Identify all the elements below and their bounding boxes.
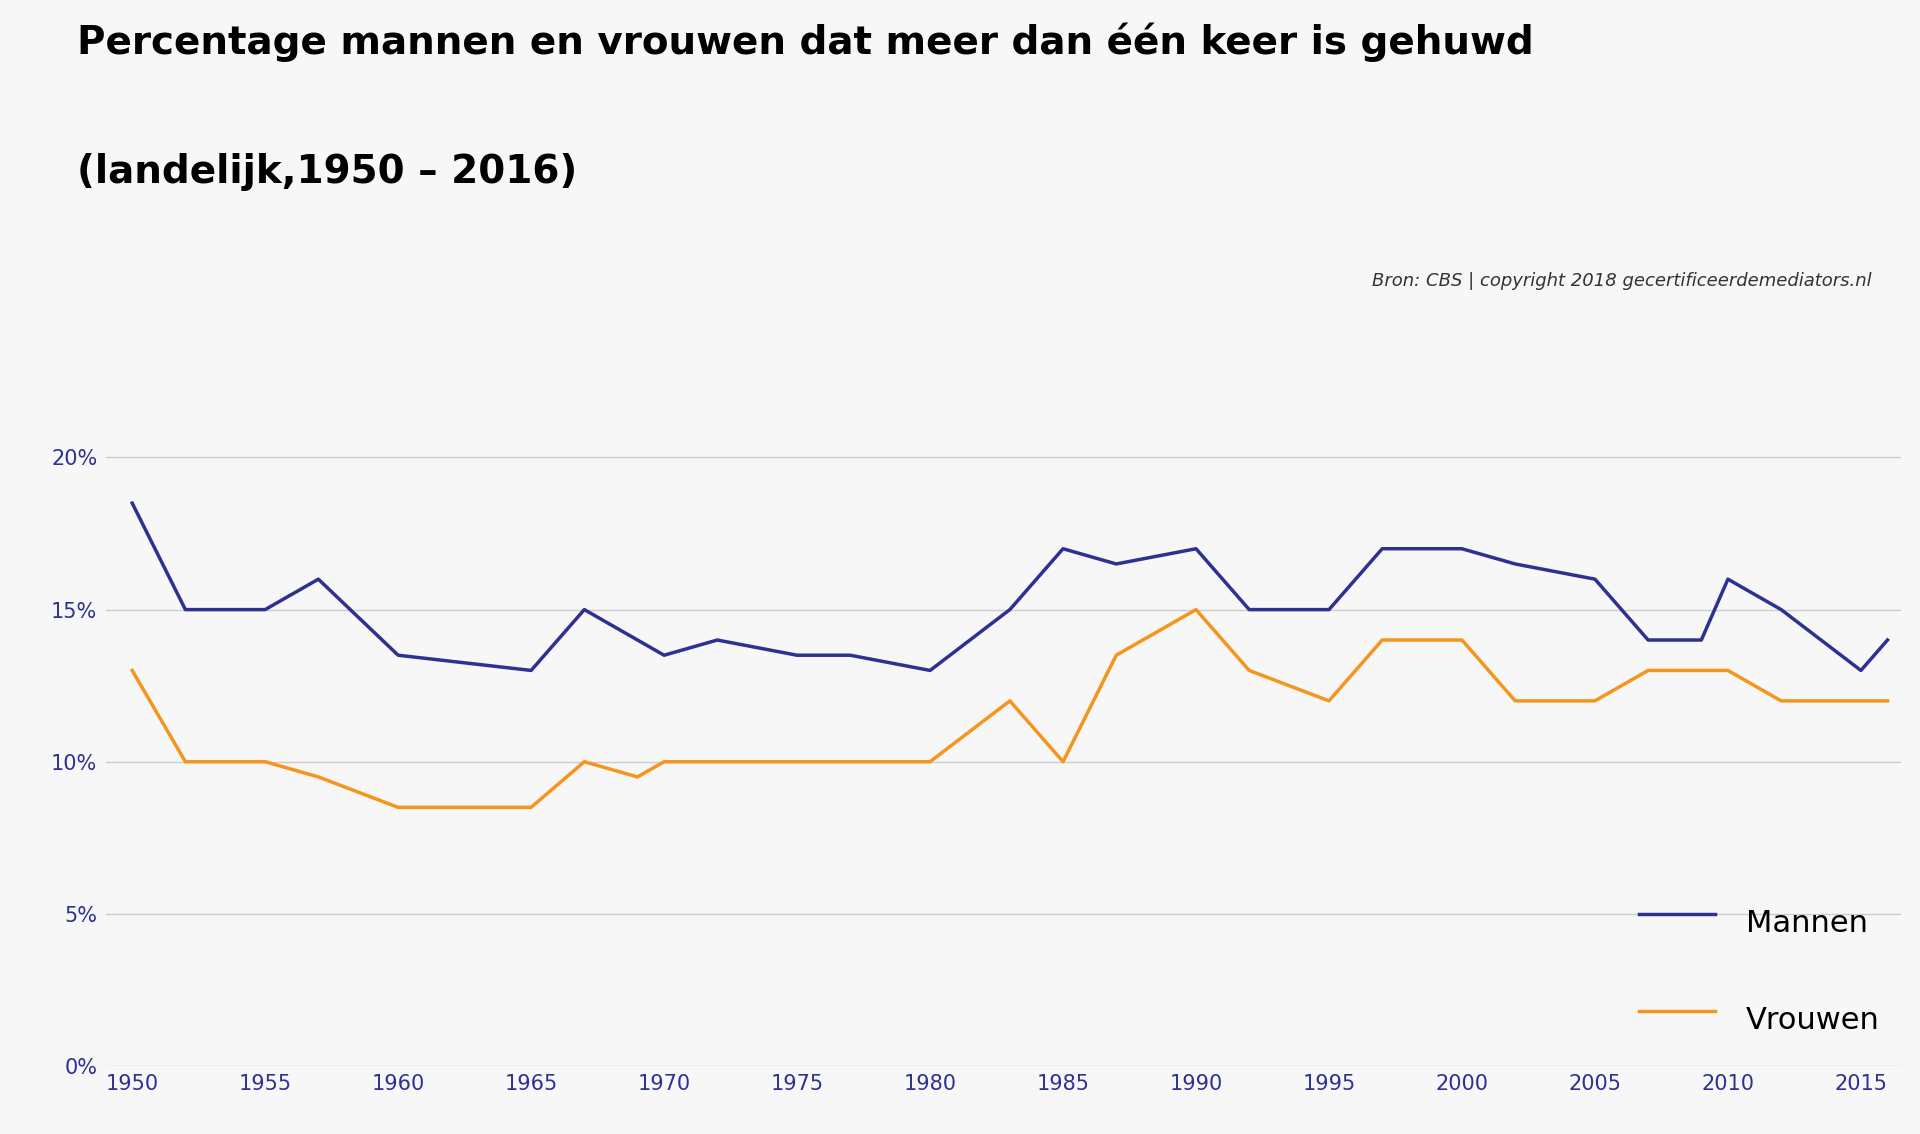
Vrouwen bbox=[572, 755, 595, 769]
Vrouwen bbox=[626, 770, 649, 784]
Vrouwen bbox=[707, 755, 730, 769]
Vrouwen bbox=[440, 801, 463, 814]
Vrouwen bbox=[785, 755, 808, 769]
Vrouwen bbox=[1849, 694, 1872, 708]
Vrouwen bbox=[839, 755, 862, 769]
Mannen bbox=[253, 603, 276, 617]
Vrouwen bbox=[1716, 663, 1740, 677]
Mannen bbox=[1849, 663, 1872, 677]
Vrouwen bbox=[1636, 663, 1659, 677]
Vrouwen bbox=[1450, 633, 1473, 646]
Vrouwen bbox=[1104, 649, 1127, 662]
Mannen bbox=[1104, 557, 1127, 570]
Text: (landelijk,1950 – 2016): (landelijk,1950 – 2016) bbox=[77, 153, 578, 192]
Vrouwen bbox=[386, 801, 409, 814]
Mannen bbox=[839, 649, 862, 662]
Mannen bbox=[572, 603, 595, 617]
Vrouwen bbox=[121, 663, 144, 677]
Vrouwen bbox=[1238, 663, 1261, 677]
Mannen bbox=[121, 497, 144, 510]
Text: Bron: CBS | copyright 2018 gecertificeerdemediators.nl: Bron: CBS | copyright 2018 gecertificeer… bbox=[1373, 272, 1872, 290]
Mannen bbox=[1052, 542, 1075, 556]
Mannen bbox=[998, 603, 1021, 617]
Vrouwen bbox=[175, 755, 198, 769]
Mannen bbox=[918, 663, 941, 677]
Mannen bbox=[1636, 633, 1659, 646]
Mannen bbox=[1503, 557, 1526, 570]
Legend: Mannen, Vrouwen: Mannen, Vrouwen bbox=[1626, 885, 1891, 1057]
Mannen bbox=[785, 649, 808, 662]
Mannen bbox=[1716, 573, 1740, 586]
Vrouwen bbox=[1317, 694, 1340, 708]
Vrouwen bbox=[1876, 694, 1899, 708]
Mannen bbox=[1876, 633, 1899, 646]
Mannen bbox=[1317, 603, 1340, 617]
Vrouwen bbox=[307, 770, 330, 784]
Mannen bbox=[1371, 542, 1394, 556]
Vrouwen bbox=[1584, 694, 1607, 708]
Mannen bbox=[1690, 633, 1713, 646]
Line: Mannen: Mannen bbox=[132, 503, 1887, 670]
Vrouwen bbox=[653, 755, 676, 769]
Vrouwen bbox=[253, 755, 276, 769]
Vrouwen bbox=[918, 755, 941, 769]
Vrouwen bbox=[1770, 694, 1793, 708]
Mannen bbox=[1238, 603, 1261, 617]
Mannen bbox=[653, 649, 676, 662]
Vrouwen bbox=[1371, 633, 1394, 646]
Mannen bbox=[175, 603, 198, 617]
Mannen bbox=[307, 573, 330, 586]
Mannen bbox=[1584, 573, 1607, 586]
Mannen bbox=[1770, 603, 1793, 617]
Text: Percentage mannen en vrouwen dat meer dan één keer is gehuwd: Percentage mannen en vrouwen dat meer da… bbox=[77, 23, 1534, 62]
Mannen bbox=[520, 663, 543, 677]
Mannen bbox=[386, 649, 409, 662]
Vrouwen bbox=[520, 801, 543, 814]
Vrouwen bbox=[1185, 603, 1208, 617]
Line: Vrouwen: Vrouwen bbox=[132, 610, 1887, 807]
Vrouwen bbox=[1503, 694, 1526, 708]
Mannen bbox=[1450, 542, 1473, 556]
Mannen bbox=[1185, 542, 1208, 556]
Mannen bbox=[707, 633, 730, 646]
Vrouwen bbox=[1052, 755, 1075, 769]
Vrouwen bbox=[998, 694, 1021, 708]
